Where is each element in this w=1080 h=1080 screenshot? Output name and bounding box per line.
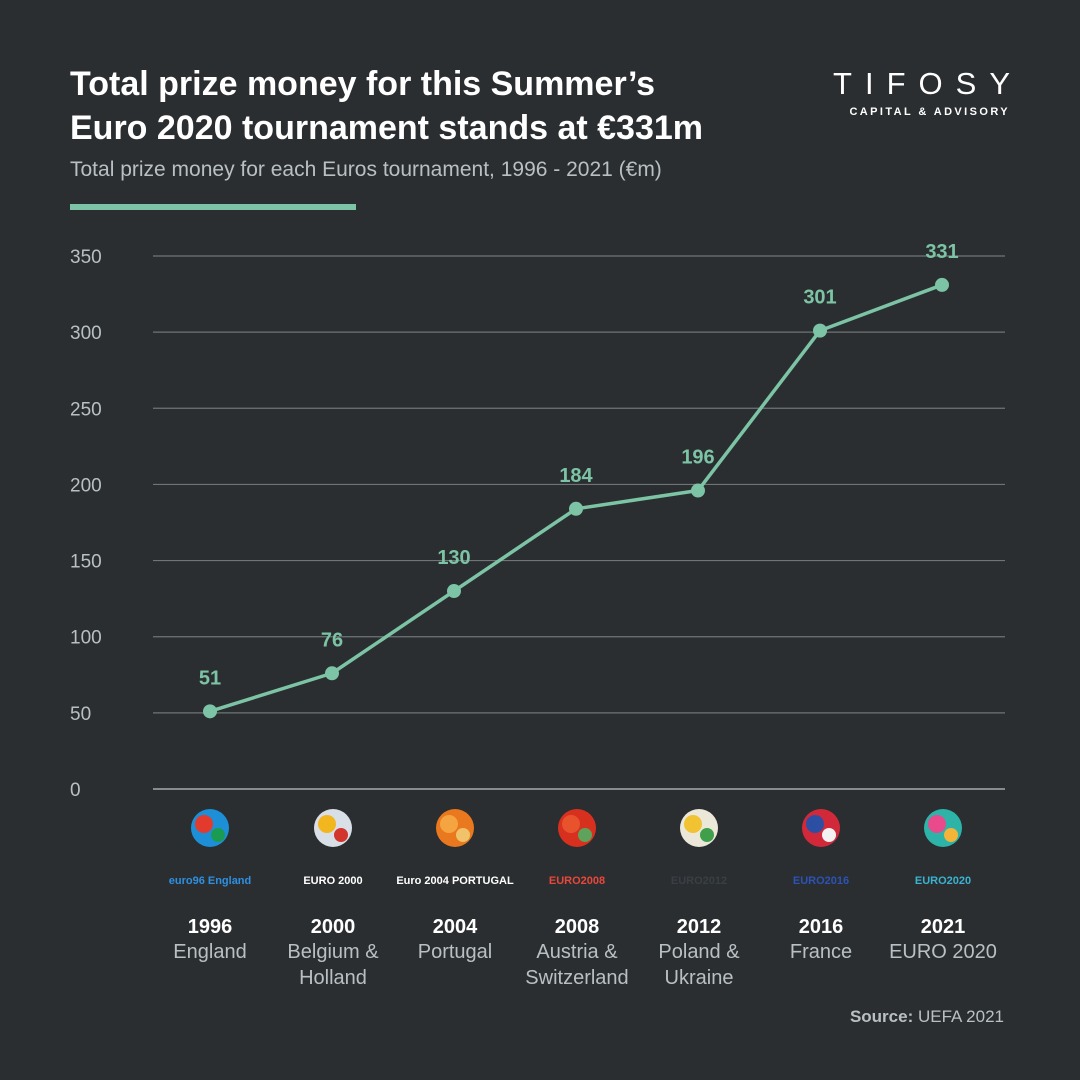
x-category-host: Ukraine: [665, 967, 734, 989]
emblem-shape: [700, 828, 714, 842]
emblem-shape: [578, 828, 592, 842]
source-text: UEFA 2021: [917, 1007, 1004, 1026]
tournament-logo: Euro 2004 PORTUGAL: [396, 809, 514, 887]
data-label: 130: [437, 547, 470, 569]
x-category-host: Switzerland: [525, 967, 628, 989]
series-line: [209, 283, 943, 714]
data-point: [203, 704, 217, 719]
x-category-host: Belgium &: [287, 941, 379, 963]
data-label: 301: [803, 287, 836, 309]
brand-tagline: CAPITAL & ADVISORY: [849, 106, 1010, 118]
title-line-1: Total prize money for this Summer’s: [70, 65, 656, 103]
brand-name: TIFOSY: [833, 66, 1023, 101]
brand-logo: TIFOSY CAPITAL & ADVISORY: [833, 66, 1010, 118]
y-tick-label: 300: [70, 323, 102, 344]
gridlines: [153, 255, 1005, 790]
emblem-shape: [684, 815, 702, 833]
logo-text: EURO2016: [793, 875, 849, 887]
y-tick-label: 250: [70, 399, 102, 420]
emblem-shape: [211, 828, 225, 842]
chart-subtitle: Total prize money for each Euros tournam…: [70, 158, 662, 181]
tournament-logo: EURO2020: [915, 809, 971, 887]
x-category-year: 2012: [677, 916, 722, 938]
data-label: 184: [559, 465, 593, 487]
data-point: [935, 277, 949, 292]
tournament-logo: EURO 2000: [303, 809, 363, 887]
data-label: 51: [199, 667, 221, 689]
tournament-logo: EURO2012: [671, 809, 727, 887]
y-tick-label: 100: [70, 628, 102, 649]
emblem-shape: [456, 828, 470, 842]
data-label: 196: [681, 447, 714, 469]
data-point: [691, 483, 705, 498]
x-category-year: 2004: [433, 916, 478, 938]
x-category-host: Poland &: [658, 941, 740, 963]
x-category-year: 2000: [311, 916, 356, 938]
source-note: Source: UEFA 2021: [850, 1007, 1004, 1027]
y-axis: 0 50 100 150 200 250 300 350: [70, 247, 102, 801]
logo-text: euro96 England: [169, 875, 252, 887]
tournament-logo: euro96 England: [169, 809, 252, 887]
data-label: 76: [321, 629, 343, 651]
x-category-year: 2021: [921, 916, 966, 938]
y-tick-label: 350: [70, 247, 102, 268]
x-category-host: Austria &: [536, 941, 618, 963]
title-line-2: Euro 2020 tournament stands at €331m: [70, 109, 704, 147]
x-category-host: England: [173, 941, 246, 963]
x-category-host: France: [790, 941, 852, 963]
emblem-shape: [195, 815, 213, 833]
y-tick-label: 200: [70, 475, 102, 496]
y-tick-label: 0: [70, 780, 81, 801]
emblem-shape: [562, 815, 580, 833]
source-label: Source:: [849, 1007, 914, 1026]
logo-text: EURO2012: [671, 875, 727, 887]
tournament-logos: euro96 England EURO 2000 Euro 2004 PORTUGA…: [169, 809, 971, 887]
data-labels: 51 76 130 184 196 301 331: [199, 241, 959, 689]
emblem-shape: [822, 828, 836, 842]
x-category-host: EURO 2020: [889, 941, 997, 963]
x-category-host: Portugal: [418, 941, 493, 963]
x-category-year: 2008: [555, 916, 600, 938]
emblem-shape: [440, 815, 458, 833]
chart-title: Total prize money for this Summer’s Euro…: [70, 62, 790, 150]
data-point: [813, 323, 827, 338]
logo-text: EURO2020: [915, 875, 971, 887]
emblem-shape: [928, 815, 946, 833]
x-category-host: Holland: [299, 967, 367, 989]
emblem-shape: [944, 828, 958, 842]
data-point: [569, 501, 583, 516]
x-category-year: 1996: [188, 916, 233, 938]
data-label: 331: [925, 241, 958, 263]
y-tick-label: 50: [70, 704, 91, 725]
logo-text: EURO 2000: [303, 875, 362, 887]
logo-text: EURO2008: [549, 875, 605, 887]
emblem-shape: [334, 828, 348, 842]
x-category-year: 2016: [799, 916, 844, 938]
data-point: [325, 666, 339, 681]
y-tick-label: 150: [70, 552, 102, 573]
tournament-logo: EURO2008: [549, 809, 605, 887]
emblem-shape: [806, 815, 824, 833]
tournament-logo: EURO2016: [793, 809, 849, 887]
emblem-shape: [318, 815, 336, 833]
accent-divider: [70, 204, 356, 210]
data-point: [447, 584, 461, 599]
logo-text: Euro 2004 PORTUGAL: [396, 875, 514, 887]
x-axis: 1996 England 2000 Belgium & Holland 2004 Portu…: [173, 916, 997, 989]
data-points: [203, 277, 949, 719]
